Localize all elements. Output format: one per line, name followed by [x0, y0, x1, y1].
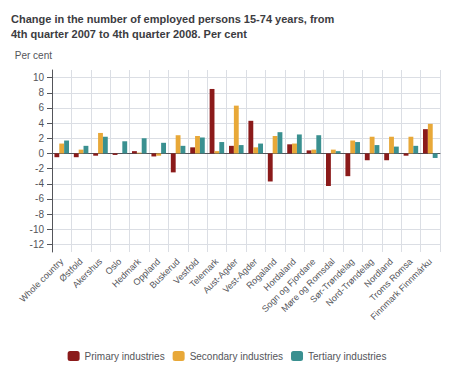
svg-text:Buskerud: Buskerud [147, 256, 182, 291]
svg-text:Aust-Agder: Aust-Agder [201, 256, 240, 296]
svg-text:Vestfold: Vestfold [171, 256, 201, 287]
svg-text:Møre og Romsdal: Møre og Romsdal [279, 256, 337, 314]
svg-text:8: 8 [38, 87, 44, 98]
svg-text:Telemark: Telemark [187, 256, 221, 290]
svg-text:Nord-Trøndelag: Nord-Trøndelag [324, 256, 376, 309]
svg-text:Østfold: Østfold [57, 256, 85, 284]
svg-text:4th quarter 2007 to 4th quarte: 4th quarter 2007 to 4th quarter 2008. Pe… [11, 28, 247, 40]
svg-text:Rogaland: Rogaland [244, 256, 279, 291]
svg-text:-2: -2 [35, 163, 44, 174]
svg-text:Primary industries: Primary industries [85, 351, 165, 362]
svg-text:Troms Romsa: Troms Romsa [367, 256, 415, 304]
svg-text:-6: -6 [35, 193, 44, 204]
svg-text:Vest-Agder: Vest-Agder [220, 256, 260, 295]
svg-text:Whole country: Whole country [18, 256, 66, 304]
svg-text:Change in the number of employ: Change in the number of employed persons… [11, 13, 335, 25]
svg-text:2: 2 [38, 133, 44, 144]
svg-text:0: 0 [38, 148, 44, 159]
svg-text:Oppland: Oppland [131, 256, 163, 288]
svg-text:Akershus: Akershus [70, 256, 104, 290]
svg-text:Oslo: Oslo [103, 256, 124, 277]
svg-text:10: 10 [33, 72, 45, 83]
svg-text:Per cent: Per cent [15, 50, 52, 61]
svg-text:Sogn og Fjordane: Sogn og Fjordane [259, 256, 318, 314]
svg-text:-12: -12 [30, 239, 45, 250]
svg-text:-8: -8 [35, 209, 44, 220]
svg-text:-4: -4 [35, 178, 44, 189]
svg-text:Secondary industries: Secondary industries [190, 351, 283, 362]
svg-text:-10: -10 [30, 224, 45, 235]
svg-text:Hedmark: Hedmark [110, 256, 143, 290]
svg-text:4: 4 [38, 118, 44, 129]
svg-text:Hordaland: Hordaland [261, 256, 298, 293]
svg-text:Nordland: Nordland [362, 256, 395, 290]
svg-text:Finnmark Finnmárku: Finnmark Finnmárku [369, 256, 434, 321]
svg-text:Sør-Trøndelag: Sør-Trøndelag [308, 256, 357, 305]
svg-text:Tertiary industries: Tertiary industries [308, 351, 386, 362]
svg-text:6: 6 [38, 102, 44, 113]
